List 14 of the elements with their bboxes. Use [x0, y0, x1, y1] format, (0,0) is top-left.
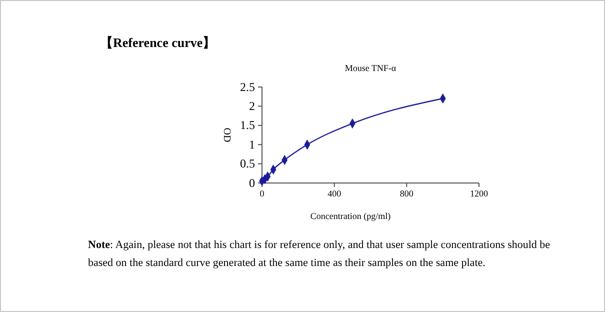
- y-tick-label: 1.5: [240, 118, 255, 132]
- y-tick-label: 1: [249, 137, 255, 152]
- x-tick-label: 400: [328, 188, 342, 198]
- y-tick-label: 0.5: [240, 156, 255, 171]
- x-tick-label: 800: [400, 188, 414, 198]
- y-tick-label: 2: [249, 99, 255, 114]
- chart-title: Mouse TNF-α: [344, 63, 396, 73]
- text: Note: Again, please not that his chart is for reference only, and that user sample concentrations should be based on the standard curve generated at the same time as their samples on the same plate.: [88, 239, 550, 269]
- x-tick-label: 0: [260, 188, 265, 198]
- x-tick-label: 1200: [470, 188, 488, 198]
- y-tick-label: 2.5: [240, 80, 255, 94]
- x-axis-title: Concentration (pg/ml): [310, 211, 391, 221]
- text: 【Reference curve】: [100, 34, 216, 52]
- y-axis-title: OD: [221, 128, 232, 142]
